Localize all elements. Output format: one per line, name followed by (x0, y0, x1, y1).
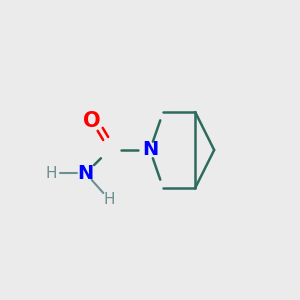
Text: N: N (142, 140, 158, 160)
Text: H: H (45, 166, 57, 181)
Text: H: H (103, 192, 115, 207)
Text: O: O (83, 111, 101, 131)
Text: N: N (78, 164, 94, 183)
